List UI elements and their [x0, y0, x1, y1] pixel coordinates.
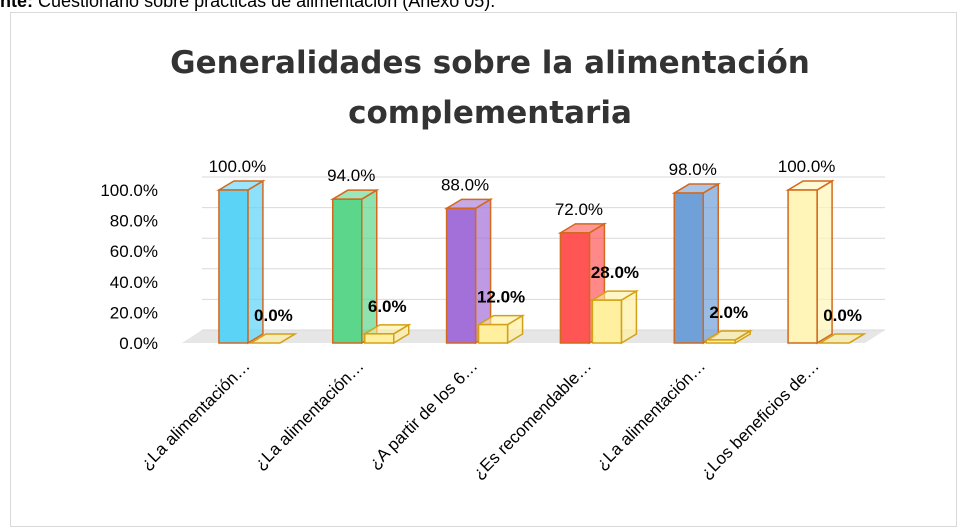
x-tick-label: ¿La alimentación…: [592, 356, 709, 473]
data-label: 28.0%: [591, 263, 639, 282]
bar-top: [817, 333, 867, 344]
y-tick-label: 80.0%: [110, 212, 158, 231]
x-tick-label: ¿Los beneficios de…: [697, 356, 823, 482]
data-label: 100.0%: [209, 157, 267, 176]
y-tick-label: 60.0%: [110, 242, 158, 261]
bar-side: [361, 188, 378, 345]
chart-title: Generalidades sobre la alimentación comp…: [170, 45, 810, 131]
y-tick-label: 100.0%: [100, 181, 158, 200]
data-label: 2.0%: [709, 303, 748, 322]
x-tick-label: ¿A partir de los 6…: [365, 356, 481, 472]
bar: [591, 299, 623, 344]
data-label: 0.0%: [823, 306, 862, 325]
x-tick-label: ¿La alimentación…: [137, 356, 254, 473]
bar: [673, 192, 704, 344]
y-tick-label: 20.0%: [110, 303, 158, 322]
y-tick-label: 40.0%: [110, 273, 158, 292]
x-tick-label: ¿La alimentación…: [251, 356, 368, 473]
caption-text: Cuestionario sobre prácticas de alimenta…: [38, 0, 496, 11]
bar: [445, 207, 477, 344]
bar: [218, 189, 249, 344]
y-tick-label: 0.0%: [119, 334, 158, 353]
data-label: 98.0%: [669, 160, 717, 179]
bar: [559, 232, 591, 344]
caption-label: nte:: [0, 0, 33, 11]
data-label: 100.0%: [778, 157, 836, 176]
caption: nte: Cuestionario sobre prácticas de ali…: [0, 0, 495, 12]
data-label: 0.0%: [254, 306, 293, 325]
bar: [787, 189, 818, 344]
data-label: 72.0%: [555, 200, 603, 219]
bar: [705, 339, 736, 344]
data-label: 94.0%: [327, 166, 375, 185]
data-label: 6.0%: [368, 297, 407, 316]
bar: [332, 198, 363, 344]
x-tick-label: ¿Es recomendable…: [469, 356, 595, 482]
bar: [364, 333, 395, 344]
data-label: 12.0%: [477, 288, 525, 307]
data-label: 88.0%: [441, 175, 489, 194]
bar-top: [248, 333, 298, 344]
bar: [477, 323, 509, 344]
